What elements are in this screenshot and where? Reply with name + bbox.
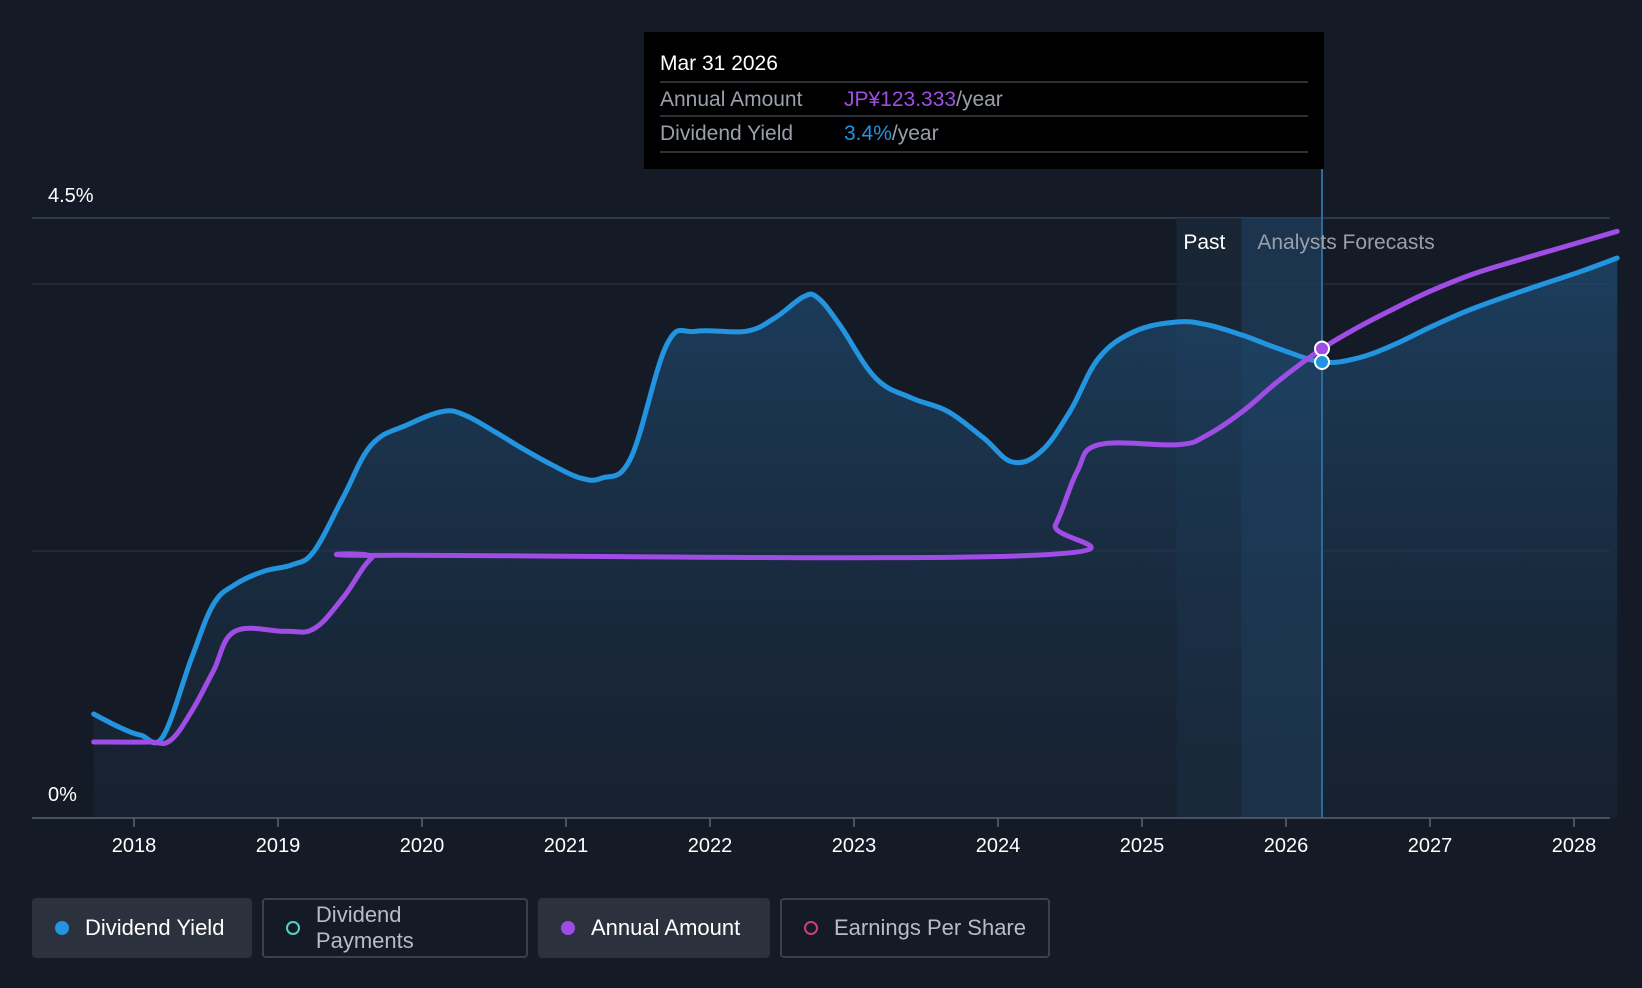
legend-dividend-yield[interactable]: Dividend Yield [32,898,252,958]
tooltip-row-value: JP¥123.333/year [844,88,1003,111]
past-region-label: Past [1183,231,1225,254]
x-tick-label: 2019 [256,835,301,857]
chart-legend: Dividend Yield Dividend Payments Annual … [32,898,1050,958]
annual-amount-line [91,228,1620,746]
dividend-yield-line [91,255,1620,746]
annual-amount-marker[interactable] [1314,340,1330,357]
legend-label: Dividend Payments [315,902,414,953]
x-tick-label: 2018 [112,835,157,857]
x-tick-label: 2020 [400,835,445,857]
tooltip-row-value: 3.4%/year [844,122,939,145]
legend-dot-icon [561,921,575,935]
x-tick-label: 2025 [1120,835,1165,857]
tooltip-amount-value: JP¥123.333 [844,88,956,111]
y-axis-top-label: 4.5% [48,185,94,207]
x-tick-label: 2023 [832,835,877,857]
x-tick-label: 2022 [688,835,733,857]
legend-label: Dividend Yield [85,915,225,940]
tooltip-yield-value: 3.4% [844,122,892,145]
x-tick-label: 2026 [1264,835,1309,857]
legend-dot-icon [55,921,69,935]
legend-ring-icon [804,921,818,935]
x-tick-label: 2024 [976,835,1021,857]
tooltip-yield-unit: /year [892,122,939,145]
tooltip-date: Mar 31 2026 [660,52,778,75]
tooltip-amount-unit: /year [956,88,1003,111]
tooltip-row-label: Dividend Yield [660,122,793,145]
legend-annual-amount[interactable]: Annual Amount [538,898,770,958]
legend-dividend-payments[interactable]: Dividend Payments [262,898,528,958]
forecast-region-label: Analysts Forecasts [1257,231,1434,254]
dividend-yield-area [93,258,1618,818]
dividend-yield-marker[interactable] [1314,354,1330,370]
x-tick-label: 2028 [1552,835,1597,857]
tooltip: Mar 31 2026 Annual Amount JP¥123.333/yea… [644,32,1324,169]
y-axis-bottom-label: 0% [48,784,77,806]
tooltip-background [644,32,1324,169]
legend-earnings-per-share[interactable]: Earnings Per Share [780,898,1050,958]
legend-ring-icon [286,921,300,935]
x-tick-label: 2021 [544,835,589,857]
x-axis-ticks: 2018 2019 2020 2021 2022 2023 2024 2025 2026 2027… [112,818,1597,857]
x-tick-label: 2027 [1408,835,1453,857]
legend-label: Earnings Per Share [834,915,1026,940]
legend-label: Annual Amount [591,915,741,940]
tooltip-row-label: Annual Amount [660,88,803,111]
